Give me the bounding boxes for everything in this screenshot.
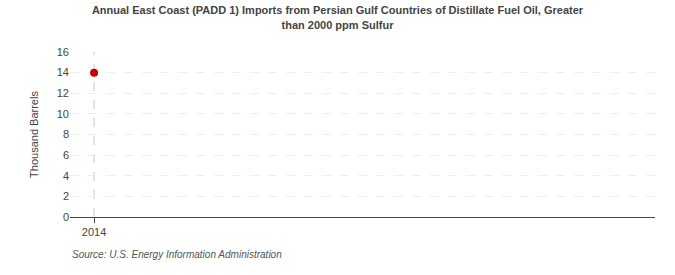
- svg-text:8: 8: [63, 128, 69, 140]
- svg-text:Thousand Barrels: Thousand Barrels: [28, 91, 40, 178]
- svg-text:6: 6: [63, 149, 69, 161]
- svg-text:2: 2: [63, 190, 69, 202]
- svg-text:Source: U.S. Energy Informatio: Source: U.S. Energy Information Administ…: [72, 249, 282, 260]
- svg-text:4: 4: [63, 170, 69, 182]
- svg-text:16: 16: [57, 46, 69, 58]
- svg-text:0: 0: [63, 211, 69, 223]
- svg-text:2014: 2014: [82, 226, 106, 238]
- svg-text:14: 14: [57, 66, 69, 78]
- svg-text:10: 10: [57, 108, 69, 120]
- svg-text:12: 12: [57, 87, 69, 99]
- svg-text:Annual East Coast (PADD 1) Imp: Annual East Coast (PADD 1) Imports from …: [92, 4, 584, 30]
